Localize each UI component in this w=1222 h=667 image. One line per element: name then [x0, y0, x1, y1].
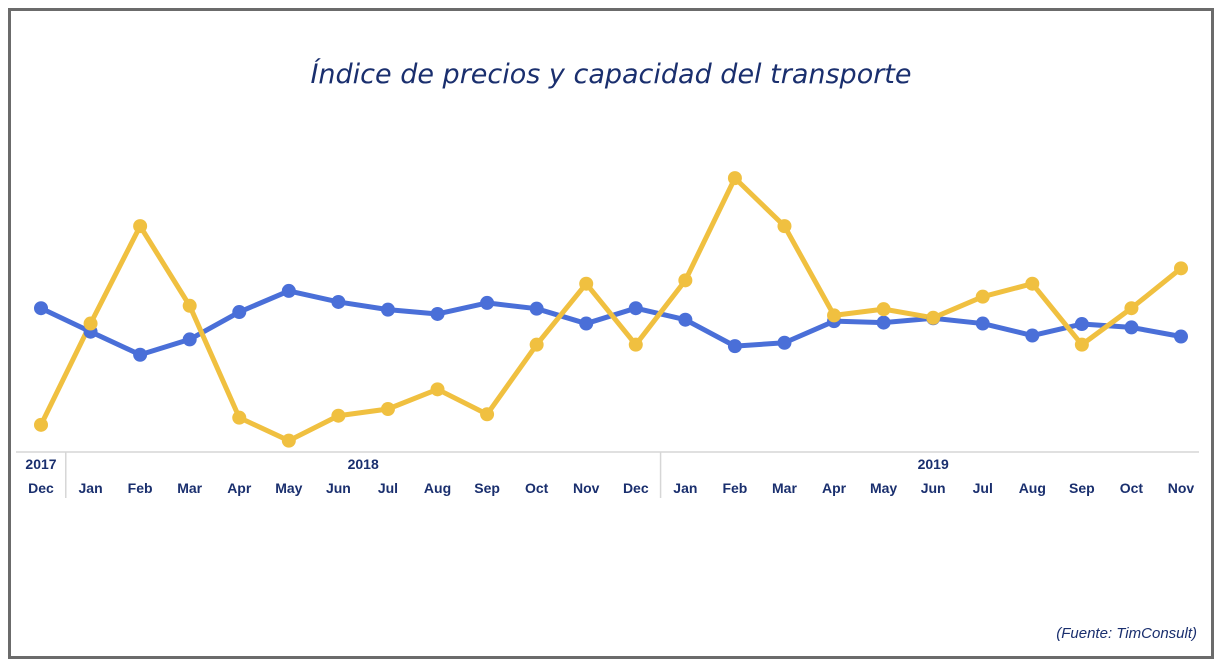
- data-point: [331, 294, 346, 309]
- x-tick-label: Jan: [79, 480, 103, 496]
- data-point: [34, 301, 48, 316]
- x-tick-label: Mar: [177, 480, 202, 496]
- line-chart: 2017 2018 2019 Dec Jan Feb Mar Apr May Jun Jul Aug S…: [16, 171, 1199, 498]
- data-point: [678, 273, 693, 288]
- data-point: [232, 410, 247, 425]
- x-tick-label: Jun: [326, 480, 351, 496]
- data-point: [777, 335, 792, 350]
- data-point: [876, 302, 891, 317]
- x-tick-label: Feb: [128, 480, 153, 496]
- x-tick-label: Oct: [525, 480, 549, 496]
- data-point: [777, 219, 792, 234]
- data-point: [281, 433, 296, 448]
- x-tick-label: Aug: [1019, 480, 1046, 496]
- data-point: [480, 407, 495, 422]
- data-point: [827, 308, 842, 323]
- x-tick-label: Apr: [227, 480, 252, 496]
- data-point: [331, 408, 346, 423]
- data-point: [628, 337, 643, 352]
- data-point: [678, 312, 693, 327]
- data-point: [975, 289, 990, 304]
- data-point: [876, 315, 891, 330]
- data-point: [83, 316, 98, 331]
- data-point: [727, 339, 742, 354]
- series-line-0: [38, 288, 1184, 358]
- data-point: [133, 219, 148, 234]
- x-tick-label: Dec: [28, 480, 54, 496]
- data-point: [232, 305, 247, 320]
- data-point: [380, 302, 395, 317]
- data-point: [579, 276, 594, 291]
- data-point: [480, 295, 495, 310]
- x-tick-label: Nov: [1168, 480, 1195, 496]
- x-tick-label: Jan: [673, 480, 697, 496]
- data-point: [1025, 328, 1040, 343]
- x-tick-label: Sep: [1069, 480, 1095, 496]
- x-tick-label: Apr: [822, 480, 847, 496]
- data-point: [1124, 301, 1139, 316]
- data-point: [1124, 320, 1139, 335]
- x-tick-label: May: [870, 480, 897, 496]
- x-tick-label: Feb: [722, 480, 747, 496]
- chart-title: Índice de precios y capacidad del transp…: [310, 59, 912, 90]
- data-point: [133, 347, 148, 362]
- data-point: [281, 283, 296, 298]
- data-point: [529, 301, 544, 316]
- x-tick-label: Jul: [378, 480, 398, 496]
- x-tick-label: Jun: [921, 480, 946, 496]
- data-point: [182, 332, 197, 347]
- data-point: [926, 310, 941, 325]
- data-point: [975, 316, 990, 331]
- x-tick-label: Jul: [973, 480, 993, 496]
- series-line-1: [38, 175, 1184, 444]
- chart-frame: Índice de precios y capacidad del transp…: [8, 8, 1214, 659]
- data-point: [579, 316, 594, 331]
- x-tick-label: Aug: [424, 480, 451, 496]
- x-tick-label: Mar: [772, 480, 797, 496]
- data-point: [1074, 337, 1089, 352]
- year-label: 2017: [25, 456, 56, 472]
- data-point: [430, 306, 445, 321]
- x-tick-label: Nov: [573, 480, 600, 496]
- source-note: (Fuente: TimConsult): [1056, 625, 1197, 642]
- year-label: 2018: [348, 456, 379, 472]
- data-point: [1074, 317, 1089, 332]
- year-label: 2019: [918, 456, 949, 472]
- data-point: [34, 417, 48, 432]
- data-point: [1025, 276, 1040, 291]
- data-point: [727, 171, 742, 186]
- x-tick-label: Oct: [1120, 480, 1144, 496]
- data-point: [380, 402, 395, 416]
- data-point: [430, 382, 445, 397]
- x-tick-label: May: [275, 480, 302, 496]
- data-point: [1174, 329, 1188, 344]
- data-point: [182, 298, 197, 313]
- data-point: [628, 301, 643, 316]
- data-point: [1174, 261, 1188, 276]
- x-tick-label: Sep: [474, 480, 500, 496]
- x-tick-label: Dec: [623, 480, 649, 496]
- data-point: [529, 337, 544, 352]
